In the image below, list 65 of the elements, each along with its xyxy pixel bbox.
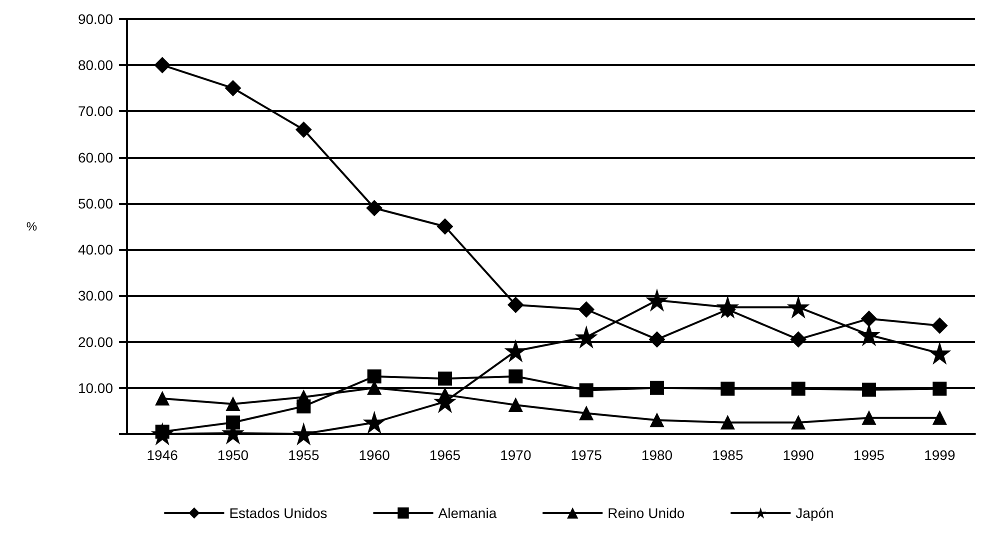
y-tick-label: 20.00 — [78, 334, 114, 350]
point — [293, 424, 314, 444]
y-axis-title: % — [26, 220, 38, 234]
point — [226, 415, 240, 430]
legend-label: Alemania — [438, 505, 497, 521]
point — [508, 296, 524, 313]
point — [579, 406, 594, 420]
point — [932, 318, 948, 334]
point — [296, 399, 311, 414]
y-tick-label: 30.00 — [78, 288, 114, 304]
point — [650, 380, 664, 395]
x-tick-label: 1999 — [924, 447, 956, 463]
point — [932, 410, 947, 425]
point — [649, 331, 665, 348]
point — [296, 122, 312, 138]
point — [790, 331, 806, 348]
legend-label: Reino Unido — [608, 505, 685, 521]
point — [862, 382, 876, 397]
point — [862, 410, 876, 425]
point — [579, 383, 594, 398]
x-tick-label: 1980 — [641, 447, 673, 463]
y-tick-label: 70.00 — [78, 103, 114, 120]
x-tick-label: 1955 — [288, 447, 320, 463]
point — [932, 382, 947, 396]
point — [508, 398, 523, 412]
point — [788, 296, 809, 318]
point — [646, 290, 668, 311]
x-tick-label: 1985 — [712, 447, 744, 463]
point — [720, 415, 735, 430]
point — [155, 391, 170, 406]
point — [437, 218, 453, 234]
point — [578, 302, 594, 318]
point — [508, 369, 523, 384]
y-tick-label: 60.00 — [78, 149, 114, 166]
x-tick-label: 1950 — [217, 447, 249, 463]
point — [650, 413, 664, 428]
point — [438, 372, 452, 386]
x-tick-label: 1995 — [853, 447, 885, 463]
point — [226, 397, 240, 412]
point — [225, 80, 241, 96]
point — [367, 369, 382, 384]
x-tick-label: 1975 — [570, 447, 602, 463]
point — [791, 415, 806, 430]
x-tick-label: 1960 — [358, 447, 390, 463]
point — [791, 382, 806, 396]
legend-label: Japón — [796, 505, 834, 521]
point — [366, 200, 382, 216]
point — [929, 342, 950, 364]
y-tick-label: 80.00 — [78, 57, 114, 74]
point — [861, 310, 877, 327]
x-tick-label: 1990 — [782, 447, 814, 463]
y-tick-label: 50.00 — [78, 195, 114, 212]
y-tick-label: 40.00 — [78, 242, 114, 258]
point — [720, 382, 735, 396]
point — [154, 57, 170, 74]
y-tick-label: 90.00 — [78, 11, 114, 27]
point — [505, 340, 526, 362]
point — [364, 412, 385, 433]
x-tick-label: 1946 — [146, 447, 178, 463]
x-tick-label: 1965 — [429, 447, 461, 463]
legend-label: Estados Unidos — [229, 505, 328, 521]
point — [858, 324, 880, 346]
x-tick-label: 1970 — [500, 447, 532, 463]
y-tick-label: 10.00 — [78, 380, 114, 396]
point — [576, 326, 597, 348]
